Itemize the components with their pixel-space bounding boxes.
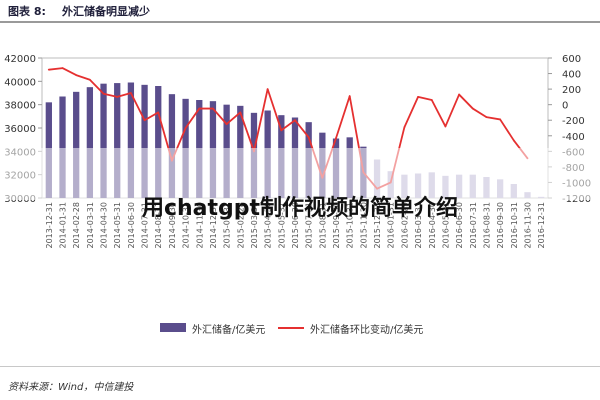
x-tick-label: 2016-07-31: [469, 202, 478, 249]
x-tick-label: 2015-10-31: [346, 202, 355, 249]
bar: [114, 83, 121, 198]
bar: [59, 96, 66, 198]
line-point: [47, 68, 50, 71]
legend-swatch-line: [278, 327, 304, 329]
overlay-band: [0, 148, 600, 200]
line-point: [198, 107, 201, 110]
legend-swatch-bar: [160, 323, 186, 332]
bar: [168, 94, 176, 198]
line-point: [116, 95, 119, 98]
line-point: [280, 129, 283, 132]
legend-label-line: 外汇储备环比变动/亿美元: [310, 325, 424, 336]
x-tick-label: 2016-09-30: [496, 202, 505, 249]
line-point: [444, 125, 447, 128]
line-point: [403, 126, 406, 129]
x-tick-label: 2014-07-31: [141, 202, 150, 249]
y-right-tick-label: 600: [562, 54, 581, 65]
figure-label: 图表 8:: [8, 5, 46, 18]
x-tick-label: 2015-06-30: [291, 202, 300, 249]
y-left-tick-label: 38000: [4, 101, 36, 112]
x-tick-label: 2014-09-30: [168, 202, 177, 249]
x-tick-label: 2014-12-31: [209, 202, 218, 249]
line-point: [485, 116, 488, 119]
y-left-tick-label: 40000: [4, 77, 36, 88]
line-point: [335, 137, 337, 140]
line-point: [225, 123, 228, 126]
x-tick-label: 2016-06-30: [455, 202, 464, 249]
line-point: [417, 95, 419, 98]
x-tick-label: 2014-02-28: [72, 202, 81, 249]
line-point: [512, 139, 515, 142]
legend-label-bar: 外汇储备/亿美元: [192, 325, 266, 336]
y-right-tick-label: 400: [562, 70, 581, 81]
line-point: [239, 111, 242, 114]
bar: [127, 82, 135, 198]
y-right-tick-label: 0: [562, 101, 568, 112]
x-tick-label: 2014-06-30: [127, 202, 136, 249]
x-tick-label: 2015-11-30: [359, 202, 368, 249]
x-tick-label: 2016-03-31: [414, 202, 423, 249]
x-tick-label: 2015-08-31: [318, 202, 327, 249]
x-tick-label: 2015-07-31: [305, 202, 314, 249]
x-tick-label: 2015-03-31: [250, 202, 259, 249]
x-tick-label: 2016-10-31: [510, 202, 519, 249]
y-right-tick-label: -400: [562, 132, 585, 143]
line-point: [88, 78, 91, 81]
line-point: [499, 118, 502, 121]
source-note: 资料来源：Wind，中信建投: [8, 382, 134, 393]
x-tick-label: 2014-03-31: [86, 202, 95, 249]
x-tick-label: 2014-08-31: [154, 202, 163, 249]
line-point: [348, 95, 351, 98]
header-rule: [0, 21, 600, 23]
x-tick-label: 2014-01-31: [59, 202, 68, 249]
series-line: [48, 67, 529, 190]
x-tick-label: 2014-10-31: [182, 202, 191, 249]
line-point: [294, 119, 296, 122]
line-point: [102, 92, 105, 95]
x-tick-label: 2016-12-31: [537, 202, 546, 249]
line-point: [184, 127, 187, 129]
x-tick-label: 2016-02-29: [400, 202, 409, 249]
line-point: [471, 107, 474, 110]
x-tick-label: 2014-04-30: [100, 202, 109, 249]
x-tick-label: 2014-05-31: [113, 202, 122, 249]
x-tick-label: 2016-04-30: [428, 202, 437, 249]
y-left-tick-label: 36000: [4, 124, 36, 135]
x-tick-label: 2014-11-30: [195, 202, 204, 249]
x-tick-label: 2015-12-31: [373, 202, 382, 249]
y-right-tick-label: -200: [562, 116, 585, 127]
footer-rule: [0, 366, 600, 367]
line-point: [143, 119, 146, 122]
line-point: [266, 88, 269, 91]
line-point: [430, 99, 433, 101]
line-point: [307, 136, 310, 139]
bar: [73, 91, 80, 198]
bar: [100, 83, 107, 198]
overlay-caption: 用chatgpt制作视频的简单介绍: [141, 196, 459, 221]
y-right-tick-label: 200: [562, 85, 581, 96]
x-tick-label: 2016-08-31: [482, 202, 491, 249]
bar: [155, 86, 162, 198]
x-tick-label: 2015-09-30: [332, 202, 341, 249]
bar: [141, 84, 148, 198]
x-tick-label: 2016-01-31: [387, 202, 396, 249]
x-tick-label: 2015-05-31: [277, 202, 286, 249]
x-tick-label: 2016-11-30: [523, 202, 532, 249]
bar: [86, 87, 94, 198]
line-point: [157, 111, 160, 114]
figure-header: 图表 8: 外汇储备明显减少: [0, 0, 600, 23]
x-tick-label: 2016-05-31: [441, 202, 450, 249]
x-tick-label: 2015-04-30: [264, 202, 273, 249]
figure-title: 外汇储备明显减少: [62, 5, 150, 18]
x-tick-label: 2015-01-31: [223, 202, 232, 249]
y-left-tick-label: 42000: [4, 54, 36, 65]
x-tick-label: 2013-12-31: [45, 202, 54, 249]
line-point: [212, 107, 214, 110]
line-point: [61, 67, 64, 70]
x-tick-label: 2015-02-28: [236, 202, 245, 249]
line-point: [129, 92, 132, 94]
line-point: [75, 74, 78, 77]
line-point: [458, 93, 461, 96]
